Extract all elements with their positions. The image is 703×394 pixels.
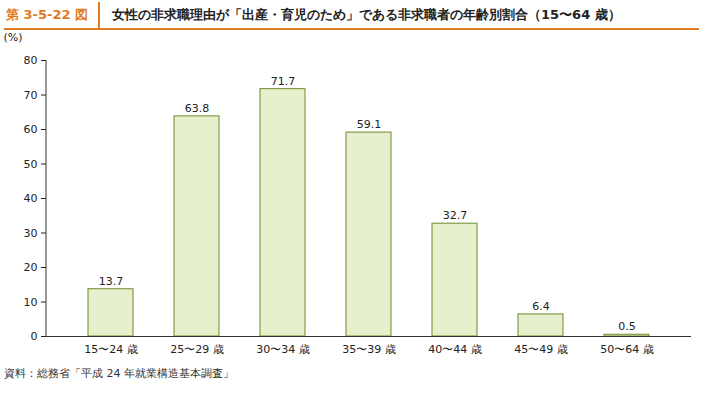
svg-text:15〜24 歳: 15〜24 歳 xyxy=(84,343,138,356)
svg-text:0.5: 0.5 xyxy=(618,320,636,333)
svg-text:50〜64 歳: 50〜64 歳 xyxy=(600,343,654,356)
svg-text:35〜39 歳: 35〜39 歳 xyxy=(342,343,396,356)
svg-text:20: 20 xyxy=(24,261,38,274)
svg-text:50: 50 xyxy=(24,158,38,171)
svg-text:45〜49 歳: 45〜49 歳 xyxy=(514,343,568,356)
svg-text:32.7: 32.7 xyxy=(443,209,468,222)
html-text:女性の非求職理由が「出産・育児のため」である非求職者の年齢別: 女性の非求職理由が「出産・育児のため」である非求職者の年齢別割合（15〜64 歳… xyxy=(112,7,621,22)
svg-text:71.7: 71.7 xyxy=(271,75,296,88)
svg-text:(%): (%) xyxy=(4,31,23,44)
svg-text:25〜29 歳: 25〜29 歳 xyxy=(170,343,224,356)
html-text:資料：総務省「平成 24 年就業構造基本調査」: 資料：総務省「平成 24 年就業構造基本調査」 xyxy=(4,367,234,380)
svg-text:0: 0 xyxy=(31,330,38,343)
svg-text:40〜44 歳: 40〜44 歳 xyxy=(428,343,482,356)
svg-text:70: 70 xyxy=(24,89,38,102)
svg-text:40: 40 xyxy=(24,192,38,205)
svg-text:63.8: 63.8 xyxy=(185,102,210,115)
svg-text:30〜34 歳: 30〜34 歳 xyxy=(256,343,310,356)
svg-text:6.4: 6.4 xyxy=(532,300,550,313)
svg-text:13.7: 13.7 xyxy=(99,275,124,288)
svg-text:10: 10 xyxy=(24,296,38,309)
svg-text:80: 80 xyxy=(24,54,38,67)
svg-text:30: 30 xyxy=(24,227,38,240)
html-text:第 3-5-22 図: 第 3-5-22 図 xyxy=(6,7,88,22)
svg-text:60: 60 xyxy=(24,123,38,136)
svg-text:59.1: 59.1 xyxy=(357,118,382,131)
